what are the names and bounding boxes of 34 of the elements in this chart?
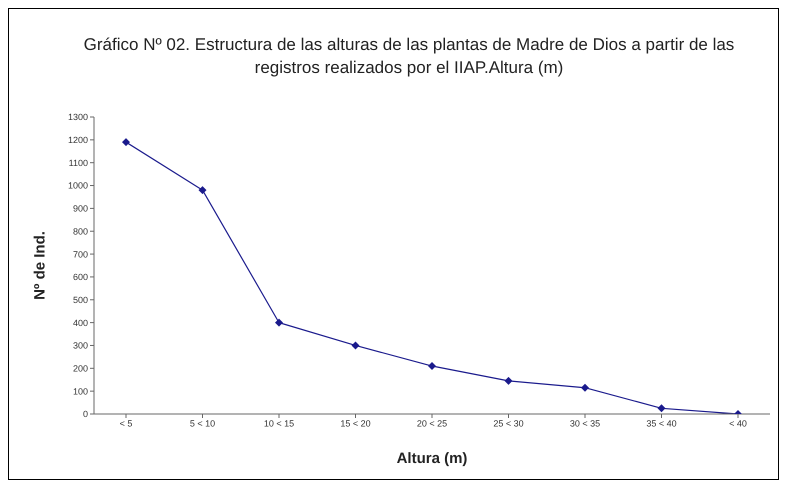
point — [428, 362, 436, 370]
point — [275, 318, 283, 327]
x-tick-label: 25 < 30 — [493, 418, 524, 428]
y-tick-label: 800 — [72, 226, 88, 236]
chart-title: Gráfico Nº 02. Estructura de las alturas de las plantas de Madre de Dios a partir de las registros realizados por el IIAP.Altura (m) — [82, 34, 736, 79]
y-tick-label: 200 — [72, 364, 88, 374]
point — [581, 384, 589, 392]
y-tick-label: 700 — [72, 249, 88, 260]
y-tick-label: 1300 — [68, 112, 88, 122]
x-tick-label: < 5 — [120, 418, 132, 428]
point — [658, 404, 666, 412]
y-axis-title: Nº de Ind. — [31, 231, 48, 300]
point — [198, 186, 206, 194]
y-tick-label: 1200 — [68, 135, 88, 146]
y-tick-label: 100 — [72, 386, 88, 396]
y-tick-label: 1100 — [68, 158, 88, 168]
y-tick-label: 1000 — [68, 180, 88, 191]
y-tick-label: 500 — [72, 294, 88, 305]
y-tick-label: 300 — [72, 340, 88, 351]
point — [352, 341, 360, 350]
x-axis-title: Altura (m) — [396, 450, 468, 467]
y-tick-label: 900 — [72, 204, 88, 214]
y-tick-label: 600 — [72, 272, 88, 282]
x-tick-label: < 40 — [729, 418, 747, 428]
y-tick-label: 0 — [82, 409, 88, 420]
point — [504, 376, 512, 385]
y-tick-label: 400 — [72, 318, 88, 328]
x-tick-label: 10 < 15 — [264, 418, 294, 428]
point — [122, 138, 130, 146]
x-tick-label: 20 < 25 — [416, 418, 448, 428]
x-tick-label: 35 < 40 — [646, 418, 677, 428]
x-tick-label: 15 < 20 — [340, 418, 371, 428]
x-tick-label: 30 < 35 — [570, 418, 600, 428]
x-tick-label: 5 < 10 — [190, 418, 216, 428]
